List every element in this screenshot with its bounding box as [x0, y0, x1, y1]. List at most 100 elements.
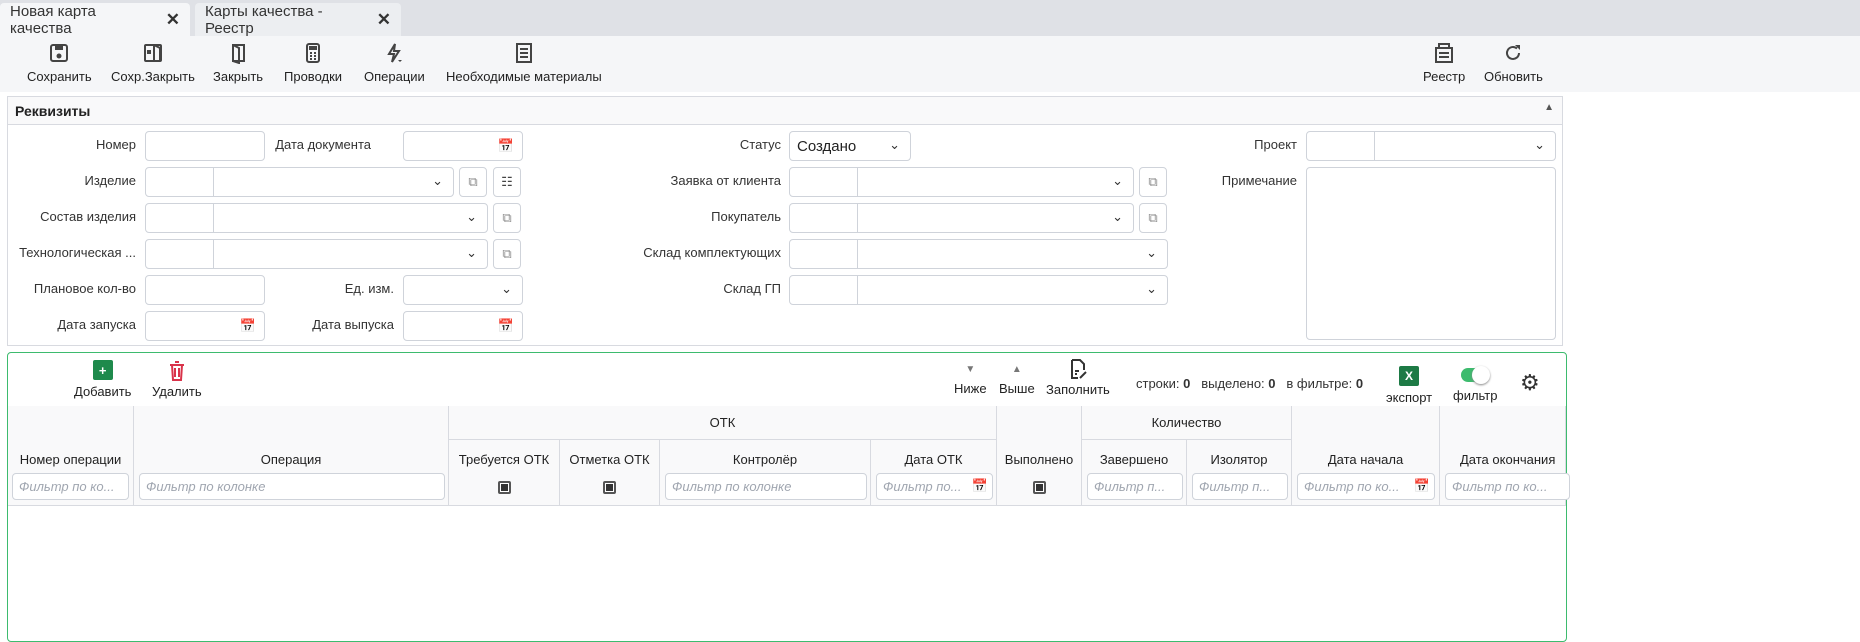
- open-tech-button[interactable]: ⧉: [493, 239, 521, 269]
- fg-wh-label: Склад ГП: [723, 281, 781, 296]
- filter-otk-mark-checkbox[interactable]: [603, 481, 616, 494]
- buyer-label: Покупатель: [711, 209, 781, 224]
- floppy-icon: [50, 44, 69, 62]
- column-label: Дата начала: [1327, 452, 1404, 467]
- chevron-down-icon: ⌄: [501, 281, 512, 296]
- requisites-header[interactable]: Реквизиты ▲: [8, 97, 1562, 125]
- refresh-label: Обновить: [1484, 69, 1543, 84]
- filter-operation[interactable]: Фильтр по колонке: [139, 473, 445, 500]
- registry-label: Реестр: [1423, 69, 1466, 84]
- filter-start-date[interactable]: Фильтр по ко... 📅: [1297, 473, 1435, 500]
- filter-isolator[interactable]: Фильтр п...: [1192, 473, 1288, 500]
- tab-new-quality-card[interactable]: Новая карта качества ✕: [0, 2, 190, 37]
- add-button[interactable]: + Добавить: [74, 360, 131, 399]
- chevron-down-icon: ⌄: [889, 137, 900, 152]
- open-link-icon: ⧉: [1148, 174, 1158, 189]
- open-product-button[interactable]: ⧉: [459, 167, 487, 197]
- move-up-button[interactable]: ▲ Выше: [999, 364, 1035, 396]
- fill-button[interactable]: Заполнить: [1046, 358, 1110, 397]
- note-label: Примечание: [1221, 173, 1297, 188]
- unit-select[interactable]: ⌄: [403, 275, 523, 305]
- chevron-down-icon: ⌄: [1534, 137, 1545, 152]
- planned-qty-input[interactable]: [145, 275, 265, 305]
- note-textarea[interactable]: [1306, 167, 1556, 340]
- close-icon[interactable]: ✕: [376, 9, 391, 29]
- planned-qty-label: Плановое кол-во: [33, 281, 136, 296]
- open-buyer-button[interactable]: ⧉: [1139, 203, 1167, 233]
- materials-button[interactable]: Необходимые материалы: [446, 42, 602, 84]
- open-link-icon: ⧉: [502, 210, 512, 225]
- project-select[interactable]: ⌄: [1306, 131, 1556, 161]
- filter-done-checkbox[interactable]: [1033, 481, 1046, 494]
- filter-end-date[interactable]: Фильтр по ко...: [1445, 473, 1570, 500]
- release-date-input[interactable]: 📅: [403, 311, 523, 341]
- save-close-button[interactable]: Сохр.Закрыть: [111, 42, 195, 84]
- refresh-button[interactable]: Обновить: [1484, 42, 1543, 84]
- client-request-select[interactable]: ⌄: [789, 167, 1134, 197]
- tech-select[interactable]: ⌄: [145, 239, 488, 269]
- fg-wh-select[interactable]: ⌄: [789, 275, 1168, 305]
- column-label: Требуется ОТК: [458, 452, 550, 467]
- lightning-dropdown-icon: [387, 43, 403, 63]
- move-down-label: Ниже: [954, 381, 987, 396]
- triangle-up-icon: ▲: [1011, 364, 1022, 375]
- project-label: Проект: [1254, 137, 1297, 152]
- refresh-icon: [1506, 45, 1521, 60]
- materials-label: Необходимые материалы: [446, 69, 602, 84]
- buyer-select[interactable]: ⌄: [789, 203, 1134, 233]
- open-client-request-button[interactable]: ⧉: [1139, 167, 1167, 197]
- tab-quality-cards-registry[interactable]: Карты качества - Реестр ✕: [195, 2, 401, 37]
- calendar-icon[interactable]: 📅: [971, 478, 988, 493]
- filter-controller[interactable]: Фильтр по колонке: [665, 473, 867, 500]
- move-down-button[interactable]: ▼ Ниже: [954, 364, 987, 396]
- column-otk-required[interactable]: Требуется ОТК: [449, 440, 560, 506]
- start-date-input[interactable]: 📅: [145, 311, 265, 341]
- save-button[interactable]: Сохранить: [27, 42, 92, 84]
- calendar-icon[interactable]: 📅: [1413, 478, 1430, 493]
- tree-button[interactable]: ☷: [493, 167, 521, 197]
- collapse-icon[interactable]: ▲: [1544, 102, 1554, 113]
- operations-label: Операции: [364, 69, 425, 84]
- chevron-down-icon: ⌄: [466, 245, 477, 260]
- composition-label: Состав изделия: [40, 209, 136, 224]
- operations-button[interactable]: Операции: [364, 42, 425, 84]
- number-input[interactable]: [145, 131, 265, 161]
- document-edit-icon: [1070, 359, 1087, 379]
- product-select[interactable]: ⌄: [145, 167, 454, 197]
- rows-count: 0: [1183, 376, 1191, 391]
- open-composition-button[interactable]: ⧉: [493, 203, 521, 233]
- filter-toggle[interactable]: фильтр: [1453, 366, 1497, 403]
- filter-placeholder: Фильтр по ко...: [1304, 479, 1400, 494]
- components-wh-select[interactable]: ⌄: [789, 239, 1168, 269]
- filter-otk-date[interactable]: Фильтр по... 📅: [876, 473, 993, 500]
- close-button[interactable]: Закрыть: [213, 42, 263, 84]
- column-label: Номер операции: [19, 452, 122, 467]
- postings-button[interactable]: Проводки: [284, 42, 342, 84]
- list-icon: [515, 43, 532, 63]
- filter-otk-required-checkbox[interactable]: [498, 481, 511, 494]
- calendar-icon[interactable]: 📅: [497, 318, 514, 333]
- close-icon[interactable]: ✕: [165, 9, 180, 29]
- fill-label: Заполнить: [1046, 382, 1110, 397]
- gear-icon[interactable]: ⚙: [1520, 370, 1540, 395]
- composition-select[interactable]: ⌄: [145, 203, 488, 233]
- chevron-down-icon: ⌄: [1146, 245, 1157, 260]
- calendar-icon[interactable]: 📅: [497, 138, 514, 153]
- status-select[interactable]: Создано ⌄: [789, 131, 911, 161]
- filter-completed[interactable]: Фильтр п...: [1087, 473, 1183, 500]
- triangle-down-icon: ▼: [965, 364, 976, 375]
- excel-icon: X: [1399, 366, 1420, 386]
- tab-label: Новая карта качества: [10, 2, 96, 37]
- column-label: Выполнено: [1004, 452, 1074, 467]
- registry-button[interactable]: Реестр: [1423, 42, 1465, 84]
- toolbar: Сохранить Сохр.Закрыть Закрыть Проводки …: [0, 36, 1860, 92]
- chevron-down-icon: ⌄: [1112, 173, 1123, 188]
- column-otk-mark[interactable]: Отметка ОТК: [560, 440, 660, 506]
- doc-date-input[interactable]: 📅: [403, 131, 523, 161]
- tab-label: Карты качества - Реестр: [205, 2, 323, 37]
- calendar-icon[interactable]: 📅: [239, 318, 256, 333]
- delete-button[interactable]: Удалить: [152, 360, 202, 399]
- filter-operation-number[interactable]: Фильтр по ко...: [12, 473, 129, 500]
- tree-icon: ☷: [501, 174, 513, 189]
